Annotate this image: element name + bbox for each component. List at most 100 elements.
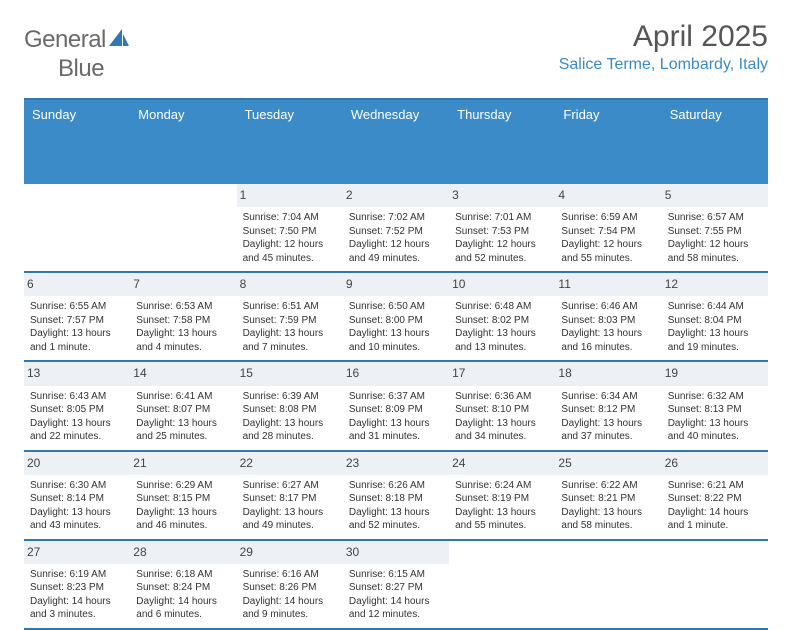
sunset-text: Sunset: 8:26 PM bbox=[243, 581, 337, 595]
week-row: 27Sunrise: 6:19 AMSunset: 8:23 PMDayligh… bbox=[24, 541, 768, 630]
day-cell: 2Sunrise: 7:02 AMSunset: 7:52 PMDaylight… bbox=[343, 184, 449, 271]
sunrise-text: Sunrise: 6:50 AM bbox=[349, 300, 443, 314]
daylight-text: Daylight: 12 hours and 49 minutes. bbox=[349, 238, 443, 265]
day-number: 28 bbox=[130, 541, 236, 564]
day-number: 5 bbox=[662, 184, 768, 207]
sunset-text: Sunset: 8:02 PM bbox=[455, 314, 549, 328]
sunset-text: Sunset: 7:52 PM bbox=[349, 225, 443, 239]
page-title: April 2025 bbox=[559, 20, 768, 54]
daylight-text: Daylight: 13 hours and 40 minutes. bbox=[668, 417, 762, 444]
blank-cell bbox=[449, 541, 555, 628]
day-cell: 18Sunrise: 6:34 AMSunset: 8:12 PMDayligh… bbox=[555, 362, 661, 449]
daylight-text: Daylight: 13 hours and 31 minutes. bbox=[349, 417, 443, 444]
daylight-text: Daylight: 13 hours and 34 minutes. bbox=[455, 417, 549, 444]
sunset-text: Sunset: 8:00 PM bbox=[349, 314, 443, 328]
sunrise-text: Sunrise: 6:26 AM bbox=[349, 479, 443, 493]
sunrise-text: Sunrise: 6:19 AM bbox=[30, 568, 124, 582]
header: General Blue April 2025 Salice Terme, Lo… bbox=[24, 20, 768, 98]
sunset-text: Sunset: 8:05 PM bbox=[30, 403, 124, 417]
sunrise-text: Sunrise: 6:51 AM bbox=[243, 300, 337, 314]
daylight-text: Daylight: 14 hours and 6 minutes. bbox=[136, 595, 230, 622]
sunrise-text: Sunrise: 6:22 AM bbox=[561, 479, 655, 493]
sunrise-text: Sunrise: 6:48 AM bbox=[455, 300, 549, 314]
week-row: 13Sunrise: 6:43 AMSunset: 8:05 PMDayligh… bbox=[24, 362, 768, 451]
day-cell: 8Sunrise: 6:51 AMSunset: 7:59 PMDaylight… bbox=[237, 273, 343, 360]
sunrise-text: Sunrise: 6:57 AM bbox=[668, 211, 762, 225]
daylight-text: Daylight: 14 hours and 9 minutes. bbox=[243, 595, 337, 622]
sunset-text: Sunset: 8:24 PM bbox=[136, 581, 230, 595]
sunset-text: Sunset: 8:22 PM bbox=[668, 492, 762, 506]
daylight-text: Daylight: 14 hours and 3 minutes. bbox=[30, 595, 124, 622]
day-number: 29 bbox=[237, 541, 343, 564]
day-number: 10 bbox=[449, 273, 555, 296]
sunset-text: Sunset: 8:27 PM bbox=[349, 581, 443, 595]
day-number: 14 bbox=[130, 362, 236, 385]
day-number: 22 bbox=[237, 452, 343, 475]
day-cell: 23Sunrise: 6:26 AMSunset: 8:18 PMDayligh… bbox=[343, 452, 449, 539]
day-cell: 24Sunrise: 6:24 AMSunset: 8:19 PMDayligh… bbox=[449, 452, 555, 539]
logo-sail-icon bbox=[108, 27, 130, 55]
sunrise-text: Sunrise: 6:32 AM bbox=[668, 390, 762, 404]
sunset-text: Sunset: 8:10 PM bbox=[455, 403, 549, 417]
location-subtitle: Salice Terme, Lombardy, Italy bbox=[559, 56, 768, 74]
sunrise-text: Sunrise: 6:53 AM bbox=[136, 300, 230, 314]
daylight-text: Daylight: 13 hours and 10 minutes. bbox=[349, 327, 443, 354]
day-cell: 19Sunrise: 6:32 AMSunset: 8:13 PMDayligh… bbox=[662, 362, 768, 449]
sunset-text: Sunset: 7:50 PM bbox=[243, 225, 337, 239]
daylight-text: Daylight: 13 hours and 22 minutes. bbox=[30, 417, 124, 444]
daylight-text: Daylight: 13 hours and 55 minutes. bbox=[455, 506, 549, 533]
sunset-text: Sunset: 7:59 PM bbox=[243, 314, 337, 328]
day-number: 25 bbox=[555, 452, 661, 475]
day-cell: 26Sunrise: 6:21 AMSunset: 8:22 PMDayligh… bbox=[662, 452, 768, 539]
weekday-header: Tuesday bbox=[237, 100, 343, 184]
weekday-header: Monday bbox=[130, 100, 236, 184]
sunrise-text: Sunrise: 6:55 AM bbox=[30, 300, 124, 314]
day-number: 4 bbox=[555, 184, 661, 207]
day-number: 23 bbox=[343, 452, 449, 475]
day-number: 2 bbox=[343, 184, 449, 207]
sunrise-text: Sunrise: 6:16 AM bbox=[243, 568, 337, 582]
sunset-text: Sunset: 8:19 PM bbox=[455, 492, 549, 506]
sunset-text: Sunset: 8:07 PM bbox=[136, 403, 230, 417]
sunset-text: Sunset: 8:12 PM bbox=[561, 403, 655, 417]
sunset-text: Sunset: 8:23 PM bbox=[30, 581, 124, 595]
daylight-text: Daylight: 13 hours and 43 minutes. bbox=[30, 506, 124, 533]
sunrise-text: Sunrise: 6:30 AM bbox=[30, 479, 124, 493]
day-cell: 21Sunrise: 6:29 AMSunset: 8:15 PMDayligh… bbox=[130, 452, 236, 539]
sunrise-text: Sunrise: 6:59 AM bbox=[561, 211, 655, 225]
day-number: 7 bbox=[130, 273, 236, 296]
day-number: 11 bbox=[555, 273, 661, 296]
daylight-text: Daylight: 13 hours and 4 minutes. bbox=[136, 327, 230, 354]
daylight-text: Daylight: 13 hours and 19 minutes. bbox=[668, 327, 762, 354]
day-cell: 17Sunrise: 6:36 AMSunset: 8:10 PMDayligh… bbox=[449, 362, 555, 449]
day-cell: 16Sunrise: 6:37 AMSunset: 8:09 PMDayligh… bbox=[343, 362, 449, 449]
sunset-text: Sunset: 8:03 PM bbox=[561, 314, 655, 328]
day-number: 16 bbox=[343, 362, 449, 385]
weekday-header: Wednesday bbox=[343, 100, 449, 184]
title-block: April 2025 Salice Terme, Lombardy, Italy bbox=[559, 20, 768, 74]
sunset-text: Sunset: 8:15 PM bbox=[136, 492, 230, 506]
week-row: 6Sunrise: 6:55 AMSunset: 7:57 PMDaylight… bbox=[24, 273, 768, 362]
logo-word-a: General bbox=[24, 26, 106, 53]
sunrise-text: Sunrise: 6:18 AM bbox=[136, 568, 230, 582]
day-cell: 25Sunrise: 6:22 AMSunset: 8:21 PMDayligh… bbox=[555, 452, 661, 539]
sunset-text: Sunset: 7:53 PM bbox=[455, 225, 549, 239]
day-cell: 11Sunrise: 6:46 AMSunset: 8:03 PMDayligh… bbox=[555, 273, 661, 360]
daylight-text: Daylight: 14 hours and 12 minutes. bbox=[349, 595, 443, 622]
weeks-container: 1Sunrise: 7:04 AMSunset: 7:50 PMDaylight… bbox=[24, 184, 768, 630]
day-number: 3 bbox=[449, 184, 555, 207]
day-cell: 27 Sunrise: 6:19 AMSunset: 8:23 PMDayligh… bbox=[24, 541, 130, 628]
day-cell: 3Sunrise: 7:01 AMSunset: 7:53 PMDaylight… bbox=[449, 184, 555, 271]
daylight-text: Daylight: 12 hours and 45 minutes. bbox=[243, 238, 337, 265]
logo-text: General Blue bbox=[24, 26, 130, 83]
weekday-header: Saturday bbox=[662, 100, 768, 184]
sunset-text: Sunset: 8:04 PM bbox=[668, 314, 762, 328]
blank-cell bbox=[662, 541, 768, 628]
daylight-text: Daylight: 13 hours and 58 minutes. bbox=[561, 506, 655, 533]
sunset-text: Sunset: 8:13 PM bbox=[668, 403, 762, 417]
day-number: 30 bbox=[343, 541, 449, 564]
day-number: 21 bbox=[130, 452, 236, 475]
day-cell: 13Sunrise: 6:43 AMSunset: 8:05 PMDayligh… bbox=[24, 362, 130, 449]
calendar: SundayMondayTuesdayWednesdayThursdayFrid… bbox=[24, 98, 768, 630]
day-number: 27 bbox=[24, 541, 130, 564]
